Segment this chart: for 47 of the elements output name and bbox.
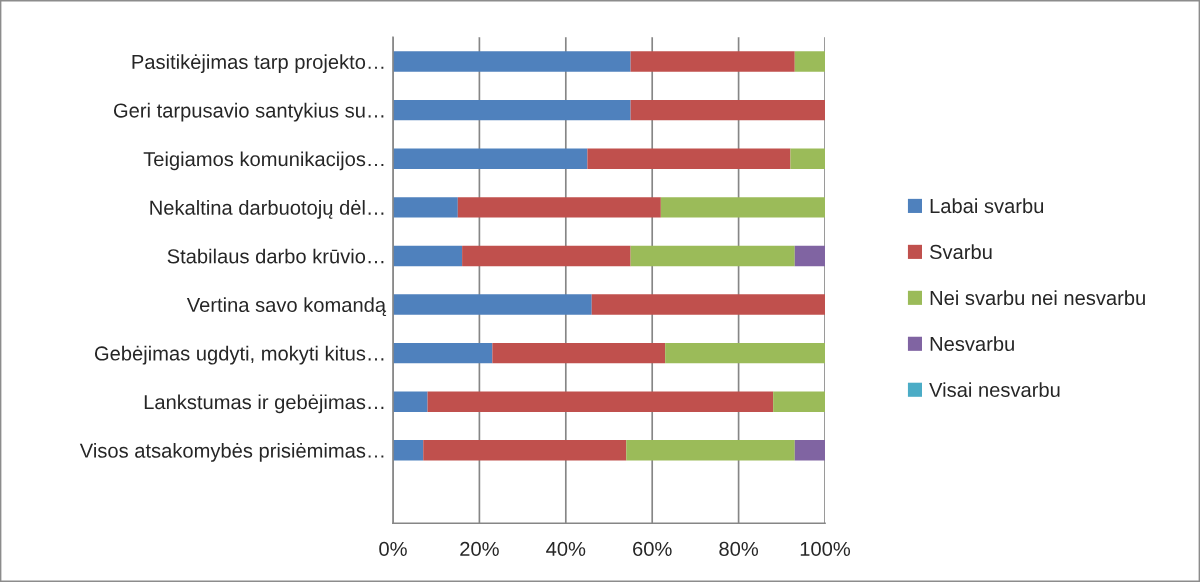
legend-label: Nei svarbu nei nesvarbu bbox=[930, 290, 1145, 306]
bar bbox=[393, 440, 424, 461]
bar bbox=[626, 440, 795, 461]
y-tick-label: Vertina savo komandą bbox=[186, 297, 387, 317]
bar bbox=[393, 245, 463, 267]
bar bbox=[794, 440, 825, 461]
bar bbox=[591, 294, 825, 315]
x-tick-label: 20% bbox=[460, 541, 499, 557]
bar bbox=[794, 51, 825, 72]
bar bbox=[665, 342, 825, 364]
bar bbox=[393, 391, 428, 412]
y-tick-label: Stabilaus darbo krūvio… bbox=[167, 248, 384, 264]
bar bbox=[423, 440, 627, 461]
bar bbox=[393, 294, 592, 315]
x-tick-label: 60% bbox=[633, 541, 672, 557]
bar bbox=[630, 245, 795, 267]
legend-label: Labai svarbu bbox=[930, 198, 1044, 214]
y-tick-label: Lankstumas ir gebėjimas… bbox=[144, 394, 384, 414]
y-tick-label: Gebėjimas ugdyti, mokyti kitus… bbox=[94, 345, 384, 365]
legend-label: Nesvarbu bbox=[930, 336, 1014, 352]
bar bbox=[393, 197, 458, 218]
y-tick-label: Teigiamos komunikacijos… bbox=[143, 151, 384, 171]
bar bbox=[462, 245, 631, 267]
x-tick-label: 0% bbox=[379, 541, 407, 557]
y-tick-label: Geri tarpusavio santykius su… bbox=[113, 102, 384, 122]
y-tick-label: Visos atsakomybės prisiėmimas… bbox=[79, 443, 384, 462]
x-tick-label: 100% bbox=[800, 541, 851, 557]
legend-label: Svarbu bbox=[929, 244, 992, 260]
bar bbox=[457, 197, 661, 218]
bar bbox=[393, 51, 631, 72]
bar bbox=[660, 197, 825, 218]
bar bbox=[790, 148, 825, 169]
bar bbox=[492, 342, 666, 364]
bar bbox=[393, 148, 588, 169]
legend-label: Visai nesvarbu bbox=[929, 382, 1060, 397]
bar bbox=[630, 99, 825, 121]
bar bbox=[393, 99, 631, 121]
bar bbox=[773, 391, 825, 412]
bar bbox=[587, 148, 791, 169]
bar bbox=[630, 51, 795, 72]
bar bbox=[794, 245, 825, 267]
y-tick-label: Pasitikėjimas tarp projekto… bbox=[132, 54, 384, 74]
x-tick-label: 80% bbox=[719, 541, 759, 557]
y-tick-label: Nekaltina darbuotojų dėl… bbox=[150, 200, 384, 219]
bar bbox=[393, 342, 493, 364]
x-tick-label: 40% bbox=[546, 541, 586, 557]
bar bbox=[427, 391, 774, 412]
